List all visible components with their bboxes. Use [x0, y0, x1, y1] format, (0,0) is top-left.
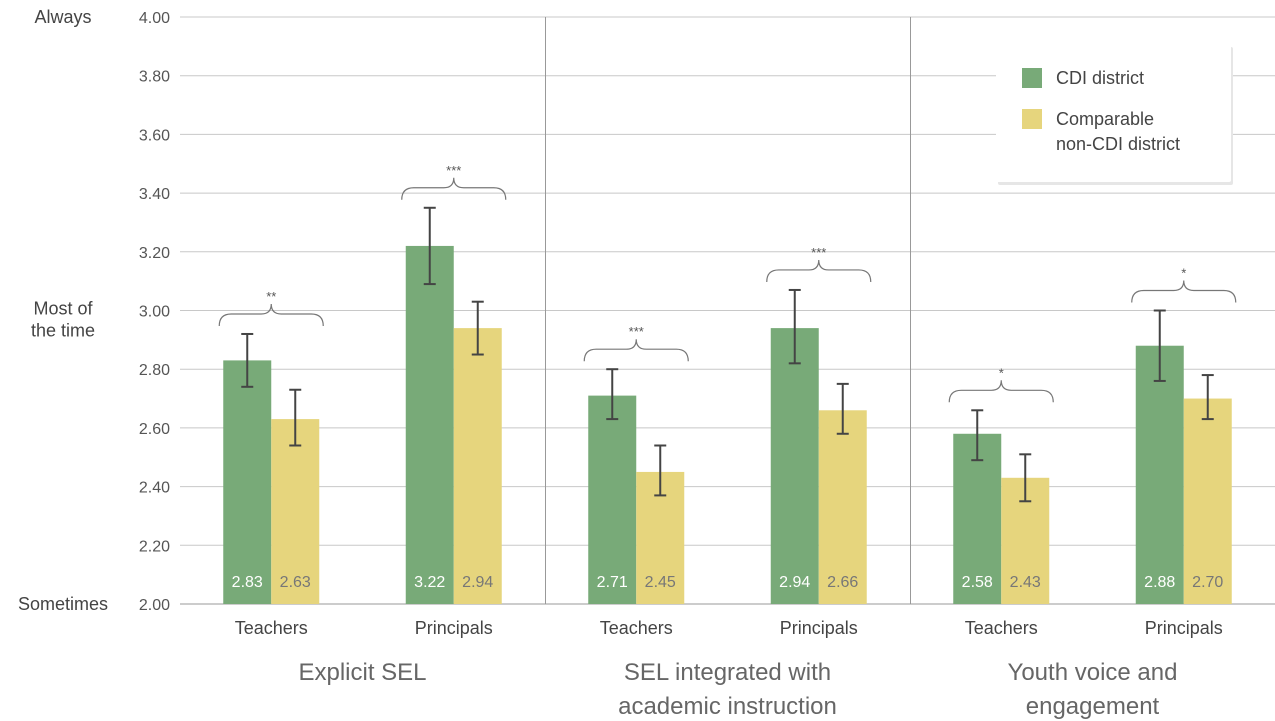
bar-value-label: 2.63	[280, 574, 311, 591]
significance-brace	[583, 339, 689, 362]
significance-marker: *	[1181, 266, 1186, 281]
category-label: Principals	[1145, 618, 1223, 638]
bars	[223, 245, 1232, 604]
legend-label: Comparable	[1056, 109, 1154, 129]
significance-marker: **	[266, 289, 276, 304]
bar-value-label: 2.70	[1192, 574, 1223, 591]
bar-value-label: 2.66	[827, 574, 858, 591]
bar-cdi	[953, 433, 1002, 604]
bar-cdi	[405, 245, 454, 604]
significance-marker: ***	[446, 163, 461, 178]
bar-comparable	[271, 419, 320, 604]
y-tick-label: 3.20	[139, 245, 170, 262]
y-tick-label: 2.80	[139, 362, 170, 379]
significance-marker: ***	[629, 324, 644, 339]
y-anchor-label: Sometimes	[18, 594, 108, 614]
bar-value-label: 2.43	[1010, 574, 1041, 591]
legend-label: CDI district	[1056, 68, 1144, 88]
bar-value-label: 2.83	[232, 574, 263, 591]
y-tick-label: 4.00	[139, 10, 170, 27]
bar-value-label: 2.88	[1144, 574, 1175, 591]
group-label: Explicit SEL	[298, 659, 426, 686]
bar-value-label: 3.22	[414, 574, 445, 591]
significance-brace	[1131, 280, 1237, 303]
bar-comparable	[1183, 398, 1232, 604]
bar-cdi	[1135, 345, 1184, 604]
legend-label: non-CDI district	[1056, 134, 1180, 154]
y-anchor-label: Most of	[33, 298, 93, 318]
category-label: Teachers	[235, 618, 308, 638]
legend-swatch	[1022, 109, 1042, 129]
significance-brace	[948, 380, 1054, 403]
significance-marker: ***	[811, 245, 826, 260]
bar-value-label: 2.94	[462, 574, 493, 591]
y-tick-label: 3.40	[139, 186, 170, 203]
bar-comparable	[453, 328, 502, 604]
bar-value-label: 2.45	[645, 574, 676, 591]
category-label: Principals	[780, 618, 858, 638]
y-tick-label: 2.40	[139, 480, 170, 497]
y-tick-label: 3.60	[139, 127, 170, 144]
bar-cdi	[223, 360, 272, 604]
y-tick-label: 3.80	[139, 69, 170, 86]
bar-value-label: 2.71	[597, 574, 628, 591]
y-tick-label: 2.20	[139, 538, 170, 555]
y-axis: 2.00 2.20 2.40 2.60 2.80 3.00 3.20 3.40 3.60 3.80…	[18, 7, 170, 614]
group-label: SEL integrated with	[624, 659, 831, 686]
y-tick-label: 2.00	[139, 597, 170, 614]
bar-cdi	[588, 395, 637, 604]
legend-box	[996, 44, 1231, 182]
y-tick-label: 2.60	[139, 421, 170, 438]
bar-cdi	[770, 328, 819, 604]
category-label: Teachers	[600, 618, 673, 638]
group-label: Youth voice and	[1008, 659, 1178, 686]
bar-value-label: 2.94	[779, 574, 810, 591]
bar-value-label: 2.58	[962, 574, 993, 591]
y-tick-label: 3.00	[139, 304, 170, 321]
bar-comparable	[818, 410, 867, 604]
error-bars	[241, 206, 1214, 503]
y-anchor-label: the time	[31, 320, 95, 340]
y-anchor-label: Always	[34, 7, 91, 27]
group-label: academic instruction	[618, 693, 837, 720]
legend: CDI district Comparable non-CDI district	[996, 44, 1233, 185]
significance-brace	[401, 177, 507, 200]
category-label: Teachers	[965, 618, 1038, 638]
category-label: Principals	[415, 618, 493, 638]
significance-brace	[218, 303, 324, 326]
group-label: engagement	[1026, 693, 1160, 720]
significance-brace	[766, 259, 872, 282]
significance-marker: *	[999, 365, 1004, 380]
legend-swatch	[1022, 68, 1042, 88]
